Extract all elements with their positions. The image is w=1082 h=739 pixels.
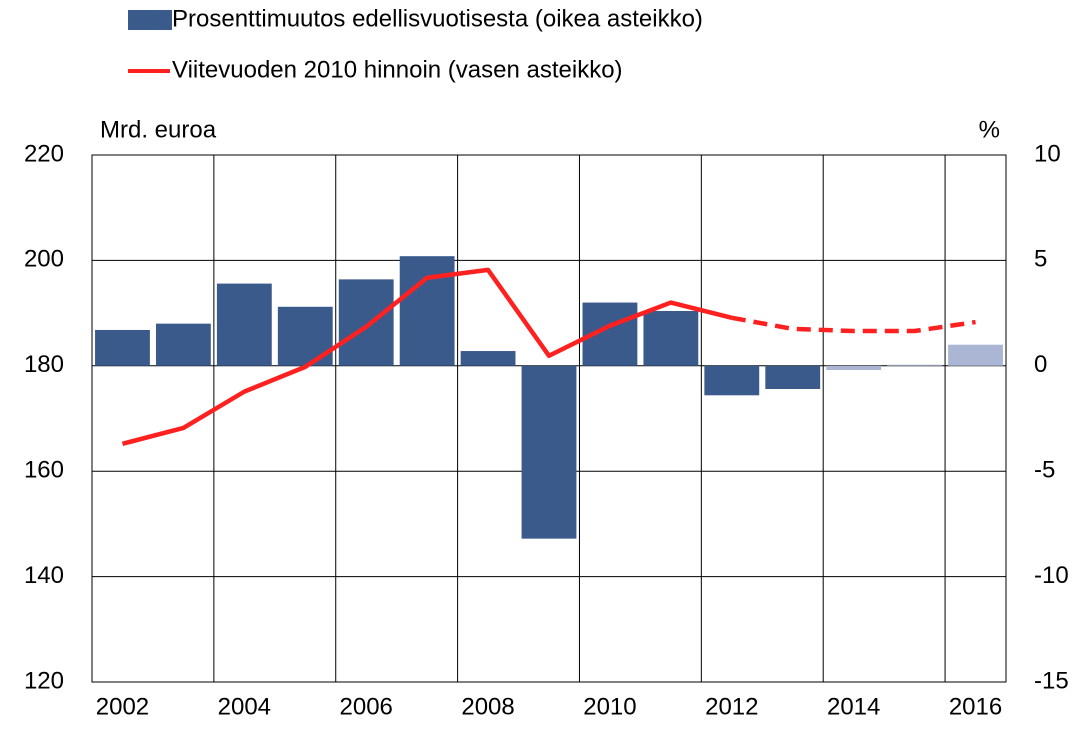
line [731,315,976,334]
y2-tick-label: 5 [1034,246,1047,273]
y2-tick-label: -15 [1034,667,1069,694]
bar [95,329,150,366]
bar [277,306,333,366]
bar [948,344,1003,366]
bar [826,365,882,371]
legend-label: Viitevuoden 2010 hinnoin (vasen asteikko… [172,56,623,83]
x-tick-label: 2012 [705,693,758,720]
y-tick-label: 120 [24,667,64,694]
y2-tick-label: 10 [1034,140,1061,167]
bar [521,365,577,539]
y-tick-label: 200 [24,246,64,273]
y2-tick-label: -10 [1034,562,1069,589]
x-tick-label: 2014 [827,693,880,720]
x-tick-label: 2008 [461,693,514,720]
bar [216,283,272,366]
bar [643,310,699,366]
y-tick-label: 220 [24,140,64,167]
plot-border [91,154,1007,683]
bar [765,365,821,389]
legend-swatch [128,10,172,30]
x-tick-label: 2006 [340,693,393,720]
y2-tick-label: -5 [1034,457,1055,484]
y-axis-label: Mrd. euroa [100,116,217,143]
legend-label: Prosenttimuutos edellisvuotisesta (oikea… [172,5,703,32]
bar [399,256,455,366]
bar [460,351,516,366]
x-tick-label: 2010 [583,693,636,720]
x-tick-label: 2002 [96,693,149,720]
bar [155,323,211,366]
bar [338,279,394,366]
y-tick-label: 180 [24,351,64,378]
y2-axis-label: % [979,116,1000,143]
line [121,267,733,446]
bar [887,364,943,366]
x-tick-label: 2004 [218,693,271,720]
x-tick-label: 2016 [949,693,1002,720]
y2-tick-label: 0 [1034,351,1047,378]
y-tick-label: 140 [24,562,64,589]
bar [704,365,760,396]
y-tick-label: 160 [24,457,64,484]
